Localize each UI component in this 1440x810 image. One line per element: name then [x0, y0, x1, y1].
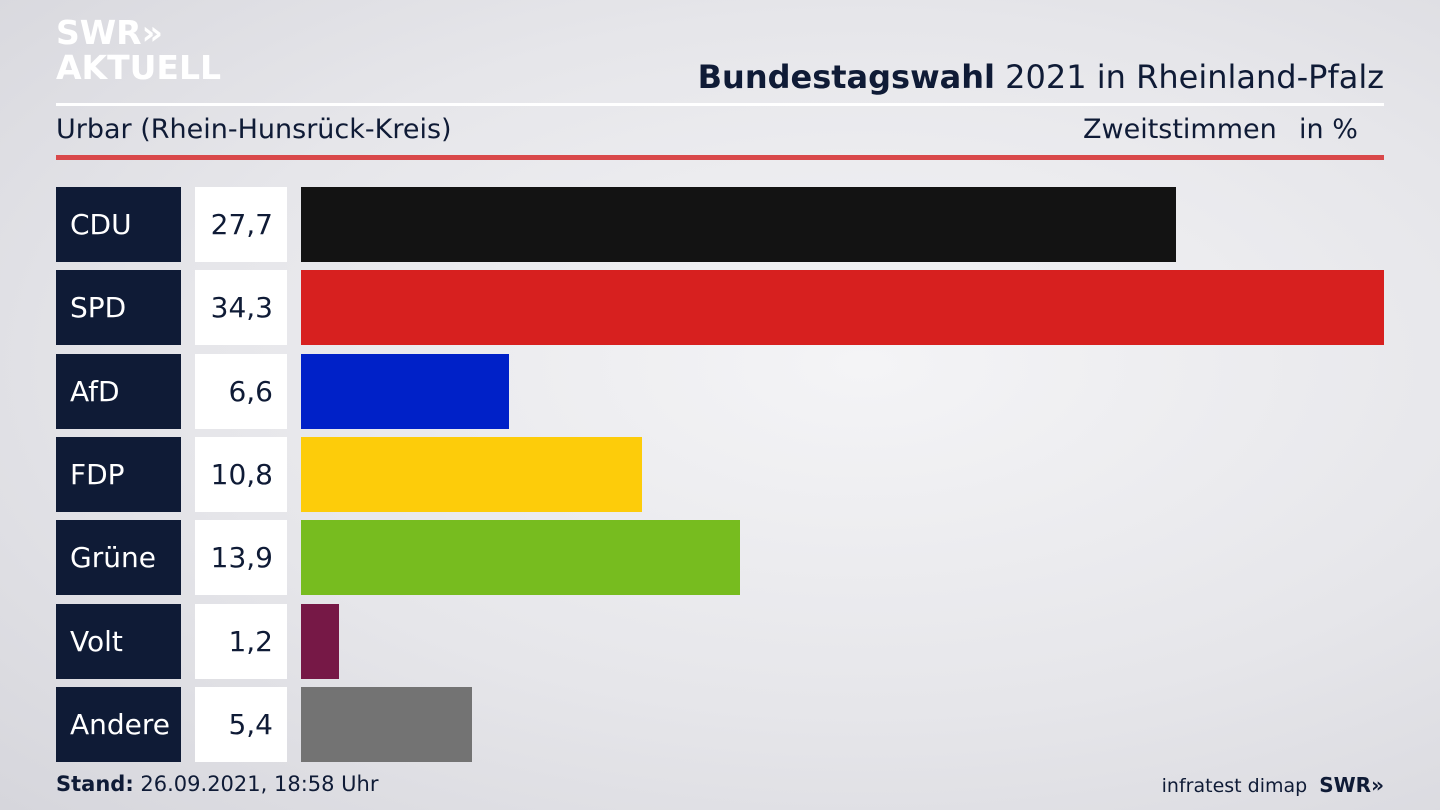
chart-title: Bundestagswahl 2021 in Rheinland-Pfalz — [698, 58, 1384, 96]
timestamp: Stand: 26.09.2021, 18:58 Uhr — [56, 772, 379, 796]
swr-aktuell-logo: SWR» AKTUELL — [56, 16, 221, 84]
value-label: 34,3 — [210, 291, 273, 325]
value-label-box: 13,9 — [195, 520, 287, 596]
party-label-box: Grüne — [56, 520, 181, 596]
chart-title-rest: 2021 in Rheinland-Pfalz — [995, 58, 1384, 96]
value-label: 13,9 — [210, 541, 273, 575]
party-label-box: Volt — [56, 603, 181, 679]
value-label: 10,8 — [210, 457, 273, 491]
party-label-box: FDP — [56, 436, 181, 512]
bar — [301, 603, 339, 679]
bar — [301, 187, 1176, 262]
logo-line-2: AKTUELL — [56, 48, 222, 87]
unit-label: in % — [1299, 114, 1358, 145]
bar-row: Volt 1,2 — [0, 603, 1440, 679]
value-label: 5,4 — [228, 707, 273, 741]
header-divider — [56, 103, 1384, 106]
party-label: SPD — [70, 291, 127, 325]
logo-line-1: SWR» — [56, 13, 163, 52]
bar — [301, 520, 740, 596]
value-label: 1,2 — [228, 624, 273, 658]
value-label-box: 34,3 — [195, 270, 287, 346]
value-label-box: 5,4 — [195, 686, 287, 762]
value-label-box: 6,6 — [195, 353, 287, 429]
value-label: 27,7 — [210, 208, 273, 241]
accent-divider — [56, 155, 1384, 160]
party-label: Grüne — [70, 541, 156, 575]
chart-subtitle: Urbar (Rhein-Hunsrück-Kreis) — [56, 114, 452, 145]
bar-row: FDP 10,8 — [0, 436, 1440, 512]
party-label-box: AfD — [56, 353, 181, 429]
party-label: CDU — [70, 208, 132, 241]
party-label-box: SPD — [56, 270, 181, 346]
timestamp-label: Stand: — [56, 772, 134, 796]
bar-row: Andere 5,4 — [0, 686, 1440, 762]
swr-footer-logo: SWR» — [1319, 773, 1384, 797]
bar — [301, 686, 472, 762]
party-label-box: Andere — [56, 686, 181, 762]
timestamp-value: 26.09.2021, 18:58 Uhr — [133, 772, 379, 796]
source-credit: infratest dimap SWR» — [1162, 773, 1384, 797]
value-label-box: 10,8 — [195, 436, 287, 512]
party-label: Andere — [70, 707, 171, 741]
source-name: infratest dimap — [1161, 775, 1308, 797]
party-label: FDP — [70, 457, 125, 491]
bar-row: Grüne 13,9 — [0, 520, 1440, 596]
vote-type-label: Zweitstimmen — [1083, 114, 1277, 145]
bar-row: AfD 6,6 — [0, 353, 1440, 429]
party-label: Volt — [70, 624, 123, 658]
value-label-box: 27,7 — [195, 187, 287, 262]
value-label: 6,6 — [228, 374, 273, 408]
party-label: AfD — [70, 374, 120, 408]
bar-row: CDU 27,7 — [0, 187, 1440, 262]
value-label-box: 1,2 — [195, 603, 287, 679]
bar-row: SPD 34,3 — [0, 270, 1440, 346]
bar — [301, 436, 642, 512]
bar — [301, 353, 509, 429]
bar — [301, 270, 1384, 346]
chart-title-bold: Bundestagswahl — [697, 58, 995, 96]
party-label-box: CDU — [56, 187, 181, 262]
